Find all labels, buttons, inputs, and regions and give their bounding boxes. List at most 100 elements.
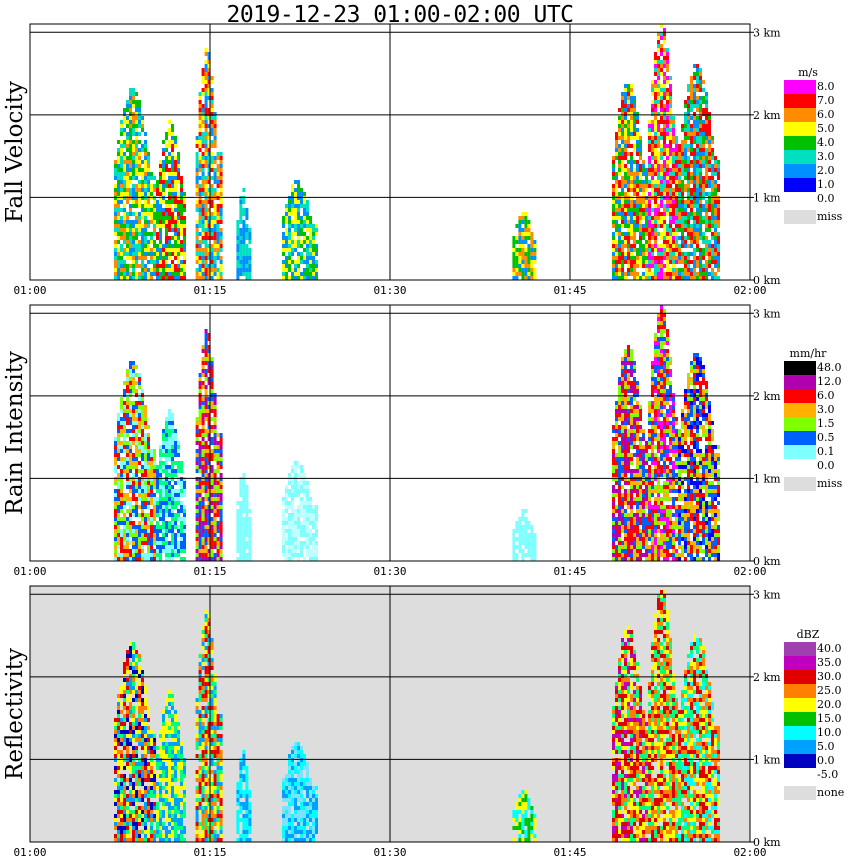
echo-pixel [117, 236, 120, 240]
echo-pixel [627, 124, 630, 128]
echo-pixel [645, 196, 648, 200]
echo-pixel [248, 232, 252, 236]
echo-pixel [717, 188, 720, 192]
echo-pixel [219, 244, 223, 248]
echo-pixel [669, 124, 672, 128]
echo-pixel [663, 36, 666, 40]
echo-pixel [114, 244, 117, 248]
echo-pixel [242, 529, 246, 533]
echo-pixel [138, 132, 141, 136]
echo-pixel [195, 160, 199, 164]
echo-pixel [165, 465, 168, 469]
echo-pixel [288, 252, 291, 256]
echo-pixel [639, 497, 642, 501]
echo-pixel [645, 557, 648, 561]
echo-pixel [615, 196, 618, 200]
echo-pixel [239, 212, 243, 216]
echo-pixel [315, 224, 318, 228]
echo-pixel [120, 405, 123, 409]
echo-pixel [300, 525, 303, 529]
echo-pixel [153, 196, 156, 200]
echo-pixel [183, 489, 186, 493]
echo-pixel [216, 505, 220, 509]
echo-pixel [236, 549, 240, 553]
echo-pixel [135, 509, 138, 513]
echo-pixel [129, 256, 132, 260]
echo-pixel [156, 184, 159, 188]
echo-pixel [533, 545, 537, 549]
echo-pixel [204, 377, 208, 381]
echo-pixel [624, 236, 627, 240]
echo-pixel [533, 276, 537, 280]
echo-pixel [636, 381, 639, 385]
echo-pixel [171, 168, 174, 172]
echo-pixel [236, 232, 240, 236]
echo-pixel [672, 120, 675, 124]
echo-pixel [165, 180, 168, 184]
echo-pixel [239, 244, 243, 248]
echo-pixel [126, 100, 129, 104]
echo-pixel [291, 477, 294, 481]
echo-pixel [636, 401, 639, 405]
echo-pixel [627, 184, 630, 188]
echo-pixel [165, 549, 168, 553]
echo-pixel [639, 248, 642, 252]
echo-pixel [630, 493, 633, 497]
echo-pixel [156, 276, 159, 280]
echo-pixel [213, 429, 217, 433]
echo-pixel [669, 136, 672, 140]
echo-pixel [615, 252, 618, 256]
echo-pixel [147, 549, 150, 553]
echo-pixel [216, 453, 220, 457]
echo-pixel [201, 549, 205, 553]
echo-pixel [657, 100, 660, 104]
echo-pixel [207, 60, 211, 64]
echo-pixel [126, 441, 129, 445]
echo-pixel [672, 220, 675, 224]
echo-pixel [165, 244, 168, 248]
echo-pixel [654, 92, 657, 96]
echo-pixel [630, 252, 633, 256]
echo-pixel [645, 521, 648, 525]
echo-pixel [527, 268, 531, 272]
echo-pixel [708, 252, 711, 256]
echo-pixel [132, 144, 135, 148]
echo-pixel [198, 461, 202, 465]
echo-pixel [204, 505, 208, 509]
echo-pixel [129, 509, 132, 513]
echo-pixel [660, 136, 663, 140]
echo-pixel [159, 553, 162, 557]
echo-pixel [141, 116, 144, 120]
echo-pixel [675, 200, 678, 204]
echo-pixel [675, 136, 678, 140]
echo-pixel [300, 553, 303, 557]
echo-pixel [132, 401, 135, 405]
echo-pixel [213, 413, 217, 417]
echo-pixel [618, 124, 621, 128]
echo-pixel [690, 132, 693, 136]
echo-pixel [242, 256, 246, 260]
echo-pixel [195, 449, 199, 453]
echo-pixel [114, 172, 117, 176]
echo-pixel [690, 260, 693, 264]
echo-pixel [153, 549, 156, 553]
echo-pixel [159, 160, 162, 164]
echo-pixel [174, 164, 177, 168]
echo-pixel [708, 208, 711, 212]
echo-pixel [138, 228, 141, 232]
echo-pixel [213, 116, 217, 120]
echo-pixel [642, 192, 645, 196]
echo-pixel [120, 433, 123, 437]
echo-pixel [210, 204, 214, 208]
legend-swatch [784, 122, 816, 136]
echo-pixel [195, 172, 199, 176]
echo-pixel [165, 461, 168, 465]
echo-pixel [153, 501, 156, 505]
echo-pixel [621, 224, 624, 228]
echo-pixel [120, 184, 123, 188]
echo-pixel [132, 433, 135, 437]
echo-pixel [147, 268, 150, 272]
echo-pixel [533, 256, 537, 260]
echo-pixel [666, 232, 669, 236]
echo-pixel [180, 252, 183, 256]
